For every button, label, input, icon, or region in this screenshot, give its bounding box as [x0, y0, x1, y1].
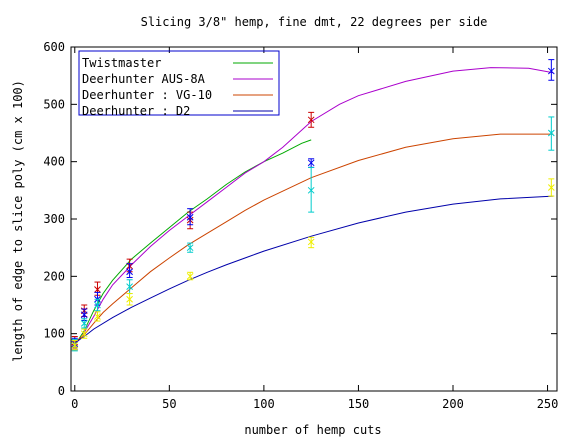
plot-frame: [70, 46, 558, 392]
y-tick-label: 100: [43, 327, 65, 341]
legend: Twistmaster Deerhunter AUS-8A Deerhunter :…: [78, 50, 280, 118]
series-line-2: [74, 133, 554, 344]
data-point: [80, 318, 88, 329]
x-tick-label: 250: [537, 397, 559, 411]
data-point: [186, 242, 194, 253]
series-line-0: [74, 139, 312, 344]
legend-label: Deerhunter : VG-10: [82, 88, 212, 102]
data-point: [94, 298, 101, 312]
y-tick-label: 500: [43, 97, 65, 111]
data-point: [71, 340, 79, 351]
x-tick-label: 150: [348, 397, 370, 411]
data-point: [547, 178, 555, 197]
data-point: [80, 328, 88, 339]
data-point: [126, 279, 133, 295]
legend-label: Deerhunter AUS-8A: [82, 72, 206, 86]
data-points: [71, 59, 555, 352]
axis-ticks: 0 100 200 300 400 500 600 0 50 100 150 200 250: [43, 40, 558, 411]
legend-box: [78, 50, 280, 116]
x-tick-label: 0: [71, 397, 78, 411]
y-tick-label: 300: [43, 212, 65, 226]
series-line-3: [74, 195, 554, 344]
y-tick-label: 600: [43, 40, 65, 54]
y-tick-label: 200: [43, 269, 65, 283]
data-point: [186, 271, 194, 281]
data-point: [307, 158, 315, 168]
x-axis-label: number of hemp cuts: [244, 423, 381, 437]
data-point: [126, 263, 133, 278]
x-tick-label: 100: [253, 397, 275, 411]
x-tick-label: 200: [442, 397, 464, 411]
data-point: [94, 311, 101, 322]
y-tick-label: 400: [43, 155, 65, 169]
data-point: [547, 59, 555, 81]
data-point: [186, 208, 194, 226]
y-axis-label: length of edge to slice poly (cm x 100): [11, 80, 25, 362]
data-point: [547, 116, 555, 151]
data-point: [307, 166, 315, 213]
legend-label: Twistmaster: [82, 56, 161, 70]
data-point: [307, 111, 315, 128]
chart-title: Slicing 3/8" hemp, fine dmt, 22 degrees …: [141, 15, 488, 29]
x-tick-label: 50: [162, 397, 176, 411]
data-point: [307, 236, 315, 249]
data-point: [126, 293, 133, 306]
legend-label: Deerhunter : D2: [82, 104, 190, 118]
y-tick-label: 0: [58, 384, 65, 398]
